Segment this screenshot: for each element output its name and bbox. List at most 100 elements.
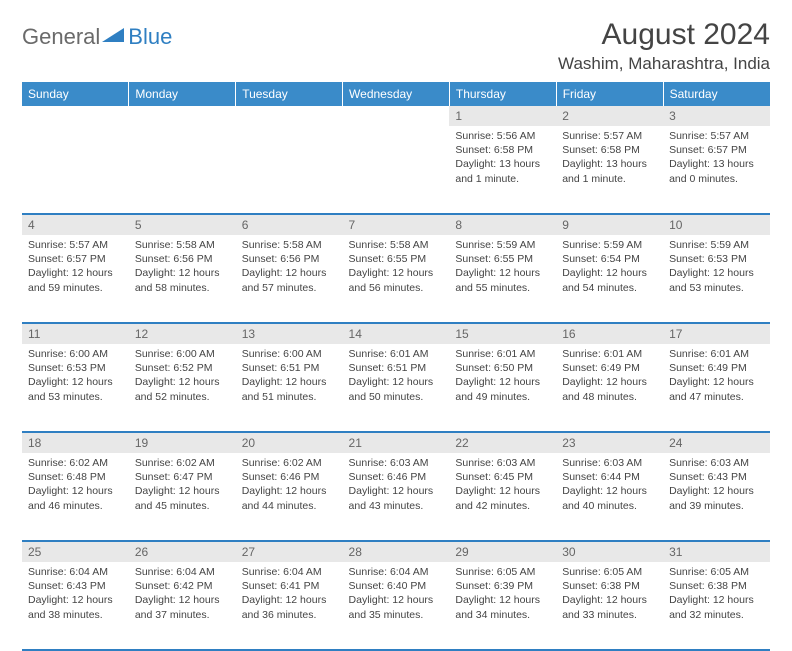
day-number-cell: 16 (556, 323, 663, 344)
daylight-line: Daylight: 12 hours and 56 minutes. (349, 266, 444, 294)
sunset-line: Sunset: 6:51 PM (349, 361, 444, 375)
day-number-cell: 9 (556, 214, 663, 235)
sunset-line: Sunset: 6:38 PM (669, 579, 764, 593)
sunset-line: Sunset: 6:51 PM (242, 361, 337, 375)
day-detail-cell: Sunrise: 5:59 AMSunset: 6:54 PMDaylight:… (556, 235, 663, 323)
day-detail-cell: Sunrise: 6:03 AMSunset: 6:46 PMDaylight:… (343, 453, 450, 541)
day-detail-cell: Sunrise: 6:03 AMSunset: 6:44 PMDaylight:… (556, 453, 663, 541)
day-number-cell: 10 (663, 214, 770, 235)
sunrise-line: Sunrise: 6:01 AM (562, 347, 657, 361)
sunset-line: Sunset: 6:45 PM (455, 470, 550, 484)
sunset-line: Sunset: 6:41 PM (242, 579, 337, 593)
day-number-cell: 26 (129, 541, 236, 562)
sunset-line: Sunset: 6:40 PM (349, 579, 444, 593)
day-detail-cell: Sunrise: 6:05 AMSunset: 6:38 PMDaylight:… (556, 562, 663, 650)
day-detail-cell: Sunrise: 5:57 AMSunset: 6:57 PMDaylight:… (22, 235, 129, 323)
sunset-line: Sunset: 6:52 PM (135, 361, 230, 375)
day-number-cell: 6 (236, 214, 343, 235)
sunset-line: Sunset: 6:46 PM (242, 470, 337, 484)
daylight-line: Daylight: 12 hours and 44 minutes. (242, 484, 337, 512)
day-detail-cell: Sunrise: 6:01 AMSunset: 6:49 PMDaylight:… (556, 344, 663, 432)
sunset-line: Sunset: 6:43 PM (669, 470, 764, 484)
daylight-line: Daylight: 13 hours and 1 minute. (455, 157, 550, 185)
weekday-header: Tuesday (236, 82, 343, 106)
sunrise-line: Sunrise: 6:00 AM (28, 347, 123, 361)
sunset-line: Sunset: 6:48 PM (28, 470, 123, 484)
day-detail-cell: Sunrise: 6:00 AMSunset: 6:51 PMDaylight:… (236, 344, 343, 432)
daylight-line: Daylight: 12 hours and 54 minutes. (562, 266, 657, 294)
daylight-line: Daylight: 12 hours and 59 minutes. (28, 266, 123, 294)
day-number-cell: 18 (22, 432, 129, 453)
day-number-cell: 7 (343, 214, 450, 235)
daylight-line: Daylight: 12 hours and 46 minutes. (28, 484, 123, 512)
daylight-line: Daylight: 12 hours and 49 minutes. (455, 375, 550, 403)
daylight-line: Daylight: 12 hours and 55 minutes. (455, 266, 550, 294)
day-detail-cell: Sunrise: 5:58 AMSunset: 6:55 PMDaylight:… (343, 235, 450, 323)
daynum-row: 18192021222324 (22, 432, 770, 453)
sunset-line: Sunset: 6:58 PM (562, 143, 657, 157)
sunset-line: Sunset: 6:44 PM (562, 470, 657, 484)
triangle-icon (102, 26, 126, 49)
day-detail-cell: Sunrise: 6:03 AMSunset: 6:45 PMDaylight:… (449, 453, 556, 541)
logo-text-blue: Blue (128, 24, 172, 50)
sunset-line: Sunset: 6:57 PM (669, 143, 764, 157)
page-title: August 2024 (558, 18, 770, 52)
sunset-line: Sunset: 6:46 PM (349, 470, 444, 484)
sunrise-line: Sunrise: 6:01 AM (669, 347, 764, 361)
sunrise-line: Sunrise: 5:59 AM (669, 238, 764, 252)
sunset-line: Sunset: 6:39 PM (455, 579, 550, 593)
sunset-line: Sunset: 6:43 PM (28, 579, 123, 593)
day-number-cell: 30 (556, 541, 663, 562)
day-detail-cell: Sunrise: 6:04 AMSunset: 6:40 PMDaylight:… (343, 562, 450, 650)
daylight-line: Daylight: 12 hours and 40 minutes. (562, 484, 657, 512)
sunset-line: Sunset: 6:56 PM (242, 252, 337, 266)
detail-row: Sunrise: 6:04 AMSunset: 6:43 PMDaylight:… (22, 562, 770, 650)
daylight-line: Daylight: 12 hours and 35 minutes. (349, 593, 444, 621)
day-detail-cell: Sunrise: 6:04 AMSunset: 6:42 PMDaylight:… (129, 562, 236, 650)
sunset-line: Sunset: 6:42 PM (135, 579, 230, 593)
weekday-header: Thursday (449, 82, 556, 106)
day-detail-cell: Sunrise: 5:57 AMSunset: 6:58 PMDaylight:… (556, 126, 663, 214)
day-detail-cell: Sunrise: 6:00 AMSunset: 6:53 PMDaylight:… (22, 344, 129, 432)
daylight-line: Daylight: 12 hours and 39 minutes. (669, 484, 764, 512)
sunrise-line: Sunrise: 6:02 AM (242, 456, 337, 470)
daylight-line: Daylight: 12 hours and 38 minutes. (28, 593, 123, 621)
day-number-cell: 27 (236, 541, 343, 562)
sunset-line: Sunset: 6:55 PM (455, 252, 550, 266)
daylight-line: Daylight: 13 hours and 1 minute. (562, 157, 657, 185)
sunrise-line: Sunrise: 6:04 AM (135, 565, 230, 579)
day-detail-cell: Sunrise: 5:56 AMSunset: 6:58 PMDaylight:… (449, 126, 556, 214)
detail-row: Sunrise: 6:02 AMSunset: 6:48 PMDaylight:… (22, 453, 770, 541)
day-detail-cell: Sunrise: 6:02 AMSunset: 6:46 PMDaylight:… (236, 453, 343, 541)
day-detail-cell: Sunrise: 6:01 AMSunset: 6:49 PMDaylight:… (663, 344, 770, 432)
sunrise-line: Sunrise: 5:57 AM (562, 129, 657, 143)
day-number-cell: 8 (449, 214, 556, 235)
sunrise-line: Sunrise: 6:02 AM (28, 456, 123, 470)
sunset-line: Sunset: 6:58 PM (455, 143, 550, 157)
detail-row: Sunrise: 5:57 AMSunset: 6:57 PMDaylight:… (22, 235, 770, 323)
daylight-line: Daylight: 12 hours and 36 minutes. (242, 593, 337, 621)
sunrise-line: Sunrise: 6:03 AM (455, 456, 550, 470)
sunset-line: Sunset: 6:49 PM (562, 361, 657, 375)
day-detail-cell: Sunrise: 6:05 AMSunset: 6:38 PMDaylight:… (663, 562, 770, 650)
day-number-cell: 11 (22, 323, 129, 344)
daylight-line: Daylight: 12 hours and 33 minutes. (562, 593, 657, 621)
day-detail-cell: Sunrise: 5:58 AMSunset: 6:56 PMDaylight:… (129, 235, 236, 323)
weekday-header: Wednesday (343, 82, 450, 106)
daylight-line: Daylight: 12 hours and 58 minutes. (135, 266, 230, 294)
daylight-line: Daylight: 12 hours and 47 minutes. (669, 375, 764, 403)
day-number-cell (129, 106, 236, 126)
location: Washim, Maharashtra, India (558, 54, 770, 74)
sunrise-line: Sunrise: 6:05 AM (455, 565, 550, 579)
daylight-line: Daylight: 12 hours and 57 minutes. (242, 266, 337, 294)
day-number-cell: 24 (663, 432, 770, 453)
day-number-cell: 5 (129, 214, 236, 235)
daylight-line: Daylight: 12 hours and 37 minutes. (135, 593, 230, 621)
header: General Blue August 2024 Washim, Maharas… (22, 18, 770, 74)
sunset-line: Sunset: 6:55 PM (349, 252, 444, 266)
day-number-cell (343, 106, 450, 126)
sunrise-line: Sunrise: 6:05 AM (669, 565, 764, 579)
day-detail-cell: Sunrise: 5:57 AMSunset: 6:57 PMDaylight:… (663, 126, 770, 214)
sunrise-line: Sunrise: 6:01 AM (455, 347, 550, 361)
day-number-cell (236, 106, 343, 126)
